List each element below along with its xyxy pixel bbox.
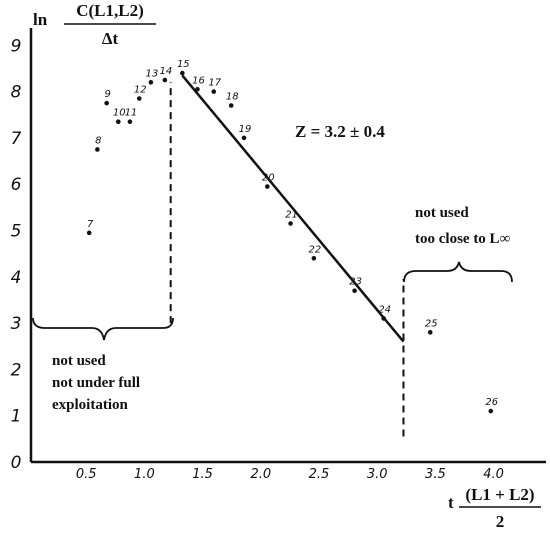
data-point-label: 17 xyxy=(208,78,221,89)
y-axis-label-denominator: Δt xyxy=(102,29,119,48)
x-tick-label: 1.0 xyxy=(134,467,155,482)
x-axis-label-prefix: t xyxy=(448,493,454,512)
x-tick-labels: 0.5 1.0 1.5 2.0 2.5 3.0 3.5 4.0 xyxy=(76,467,504,482)
data-point xyxy=(195,86,200,92)
data-point xyxy=(427,330,433,335)
data-point-label: 9 xyxy=(104,89,110,100)
y-tick-label: 2 xyxy=(11,360,22,380)
y-tick-label: 9 xyxy=(11,36,22,56)
data-point-label: 26 xyxy=(485,397,498,408)
left-annotation-line-2: not under full xyxy=(52,375,140,391)
y-axis-label-prefix: ln xyxy=(33,10,48,29)
data-point xyxy=(86,230,92,236)
data-point-label: 25 xyxy=(425,318,438,329)
y-axis-label-numerator: C(L1,L2) xyxy=(76,1,144,20)
data-point xyxy=(136,96,142,101)
left-brace xyxy=(32,317,174,341)
data-point xyxy=(148,80,154,85)
y-axis-label: ln C(L1,L2) Δt xyxy=(33,1,156,48)
fit-line-group xyxy=(181,74,405,343)
slope-annotation: Z = 3.2 ± 0.4 xyxy=(295,122,385,141)
data-point xyxy=(127,119,133,124)
data-point xyxy=(116,119,121,124)
y-tick-label: 4 xyxy=(11,268,22,288)
y-tick-label: 6 xyxy=(11,175,22,195)
data-point-label: 12 xyxy=(134,85,147,96)
y-tick-label: 0 xyxy=(11,453,22,473)
data-point-label: 15 xyxy=(177,59,190,70)
data-point-label: 22 xyxy=(308,244,321,255)
data-point-label: 18 xyxy=(226,91,239,102)
data-point-label: 23 xyxy=(349,277,362,288)
data-point-label: 13 xyxy=(146,68,159,79)
x-axis-label-denominator: 2 xyxy=(496,512,505,531)
x-tick-label: 2.0 xyxy=(250,467,271,482)
data-point-label: 8 xyxy=(95,135,101,146)
data-point xyxy=(488,408,494,414)
x-tick-label: 3.5 xyxy=(425,467,446,482)
fit-line xyxy=(181,74,405,343)
data-point xyxy=(264,184,270,189)
x-tick-label: 0.5 xyxy=(76,467,97,482)
data-point xyxy=(352,288,357,293)
y-tick-label: 3 xyxy=(11,314,22,334)
data-point xyxy=(288,221,293,226)
x-tick-label: 3.0 xyxy=(367,467,388,482)
data-point-label: 16 xyxy=(192,75,205,86)
data-point-label: 21 xyxy=(285,210,298,221)
x-tick-label: 2.5 xyxy=(309,467,330,482)
y-tick-label: 5 xyxy=(11,222,22,242)
data-point xyxy=(241,135,247,141)
x-tick-label: 1.5 xyxy=(192,467,213,482)
data-point xyxy=(311,255,317,261)
data-point-label: 24 xyxy=(378,304,391,315)
data-point-label: 7 xyxy=(87,219,94,230)
divider-lines xyxy=(169,82,405,437)
data-point-label: 10 xyxy=(113,108,126,119)
right-annotation-line-1: not used xyxy=(415,205,469,221)
data-point-label: 19 xyxy=(239,124,252,135)
data-point xyxy=(228,103,234,108)
y-tick-label: 1 xyxy=(11,407,22,427)
data-point xyxy=(104,100,109,106)
left-annotation-line-3: exploitation xyxy=(52,397,128,413)
y-tick-label: 8 xyxy=(11,83,22,103)
data-point-label: 14 xyxy=(159,66,172,77)
data-point xyxy=(381,316,386,321)
right-annotation-line-2: too close to L∞ xyxy=(415,231,511,247)
right-brace xyxy=(403,261,513,283)
x-tick-label: 4.0 xyxy=(483,467,504,482)
data-point xyxy=(211,89,217,94)
left-annotation-line-1: not used xyxy=(52,353,106,369)
y-tick-label: 7 xyxy=(11,129,22,149)
x-axis-label-numerator: (L1 + L2) xyxy=(465,485,534,504)
data-point-label: 20 xyxy=(262,173,275,184)
data-point xyxy=(95,147,100,152)
data-point xyxy=(162,77,168,83)
y-tick-labels: 0 1 2 3 4 5 6 7 8 9 xyxy=(11,36,22,473)
data-point-label: 11 xyxy=(125,108,138,119)
data-point xyxy=(180,70,185,76)
x-axis-label: t (L1 + L2) 2 xyxy=(448,485,541,531)
